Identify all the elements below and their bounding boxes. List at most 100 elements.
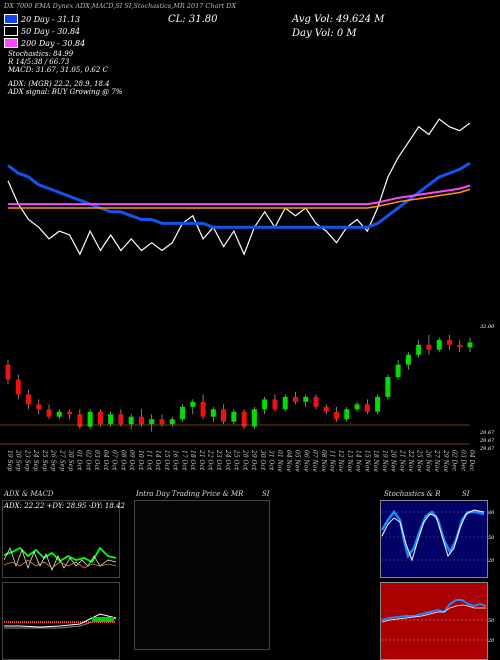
date-tick: 24 Oct [224,449,231,471]
candle-body [128,416,134,425]
date-tick: 24 Sep [32,449,39,471]
candle [364,399,370,415]
candle [303,394,309,407]
candle [262,396,268,415]
candle-body [262,399,268,410]
stoch-tick-80: 80 [488,510,495,516]
date-tick: 03 Oct [93,450,100,471]
stoch-panel-title: Stochastics & R [384,490,441,498]
price-chart: 32.00 29.67 29.67 29.67 19 Sep 20 Sep 23 S… [0,118,495,472]
candle [87,409,93,430]
candle-body [159,419,165,425]
date-tick: 29 Oct [250,449,257,471]
si-tick-50: 50 [488,618,495,624]
intraday-panel [134,500,270,650]
candle-body [395,364,401,378]
date-tick: 29 Nov [442,449,449,472]
date-tick: 08 Oct [119,450,126,471]
date-tick: 04 Dec [468,450,475,472]
candle-body [241,411,247,427]
date-tick: 02 Dec [451,450,458,472]
intraday-panel-title: Intra Day Trading Price & MR [136,490,244,498]
date-tick: 14 Nov [355,450,362,472]
adx-signal-line: ADX signal: BUY Growing @ 7% [8,88,123,96]
low-label-2: 29.67 [479,438,495,444]
candle [118,409,124,427]
candle-body [77,414,83,427]
adx-line: ADX: (MGR) 22.2, 28.9, 18.4 [8,80,110,88]
date-tick: 25 Oct [233,449,240,471]
date-tick: 09 Oct [128,450,135,471]
date-tick: 22 Oct [207,449,214,471]
candle [282,394,288,412]
candle [138,409,144,427]
date-tick: 02 Oct [85,450,92,471]
adx-line [3,559,117,569]
candle [426,334,432,355]
date-tick: 27 Sep [58,449,65,471]
candle [97,409,103,427]
candle [436,337,442,353]
candle [190,399,196,415]
date-tick: 13 Nov [346,450,353,472]
date-tick: 15 Nov [363,450,370,472]
candle-body [405,354,411,365]
candle-body [375,396,381,412]
low-label-1: 29.67 [479,430,495,436]
legend-ema50-swatch [4,26,18,36]
candle [446,334,452,350]
si-panel [380,582,488,660]
candle-body [436,339,442,350]
candle [467,337,473,353]
stoch-d-line [381,509,485,562]
candle [395,359,401,380]
candle [221,404,227,425]
legend-ema20-swatch [4,14,18,24]
candle-body [231,411,237,422]
candle [149,414,155,432]
candle [180,404,186,422]
candle-body [354,404,360,410]
candle-body [282,396,288,410]
candle-body [56,411,62,417]
date-tick: 07 Oct [111,450,118,471]
ema-orange-line [8,188,471,209]
day-volume: Day Vol: 0 M [292,28,357,39]
candle [292,391,298,405]
candle [67,409,73,420]
date-tick: 11 Oct [146,450,153,471]
candle-body [36,404,42,410]
candle [416,339,422,358]
candle [26,389,32,410]
date-tick: 21 Oct [198,449,205,471]
legend-ema50: 50 Day - 30.84 [4,26,80,36]
candle [251,406,257,430]
date-tick: 23 Oct [215,449,222,471]
date-tick: 30 Oct [259,450,266,471]
legend-ema200-swatch [4,38,18,48]
ema200-line [8,184,471,206]
candle [334,406,340,422]
date-tick: 12 Nov [337,450,344,472]
candle [159,414,165,427]
candle-body [467,342,473,348]
candle-body [272,399,278,410]
candle [344,406,350,422]
ema20-line [7,161,471,229]
r-stat: R 14/5:38 / 66.73 [8,58,70,66]
candle [128,414,134,430]
stoch-tick-50: 50 [488,535,495,541]
adx-plus-line [3,546,117,564]
candle-body [313,396,319,407]
candle-body [292,396,298,402]
low-label-3: 29.67 [479,446,495,452]
intraday-si-label: SI [262,490,270,498]
legend-ema50-label: 50 Day - 30.84 [21,26,81,36]
date-tick: 26 Sep [50,449,57,471]
date-tick: 03 Dec [459,450,466,472]
chart-header-line: DX 7000 EMA Dynex ADX,MACD,SI SI,Stochas… [4,2,237,10]
date-tick: 01 Nov [276,450,283,472]
candle-body [97,411,103,425]
date-tick: 19 Sep [6,450,13,471]
candle-body [426,344,432,350]
